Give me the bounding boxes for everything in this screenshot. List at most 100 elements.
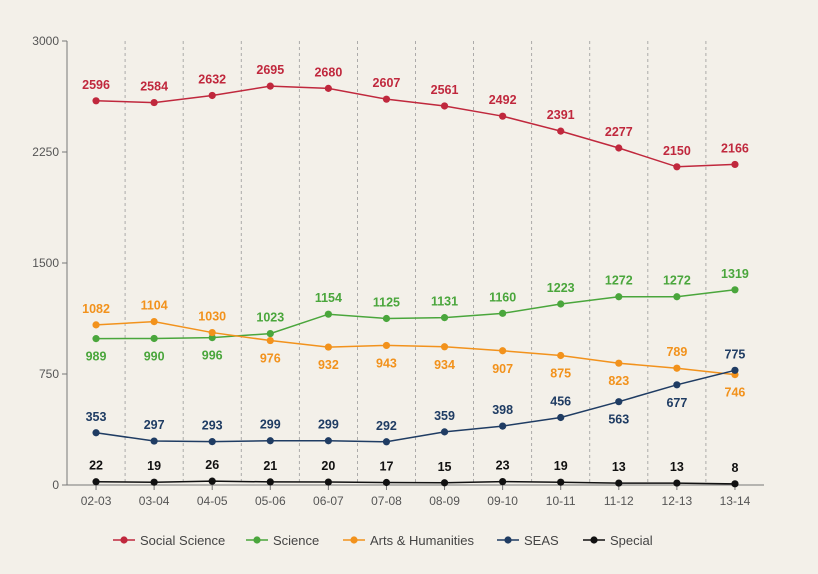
x-tick-label: 12-13 bbox=[662, 494, 693, 508]
data-point-science bbox=[731, 286, 739, 294]
data-point-special bbox=[150, 478, 158, 486]
data-point-special bbox=[266, 478, 274, 486]
x-tick-label: 10-11 bbox=[546, 494, 576, 508]
data-label-science: 1160 bbox=[489, 290, 516, 304]
legend-label-arts-humanities: Arts & Humanities bbox=[370, 533, 475, 548]
data-point-science bbox=[615, 293, 623, 301]
x-tick-label: 13-14 bbox=[720, 494, 751, 508]
x-tick-label: 09-10 bbox=[487, 494, 518, 508]
data-point-arts-humanities bbox=[266, 336, 274, 345]
x-tick-label: 05-06 bbox=[255, 494, 286, 508]
x-tick-label: 02-03 bbox=[81, 494, 112, 508]
data-label-social-science: 2695 bbox=[256, 63, 284, 77]
data-label-arts-humanities: 823 bbox=[608, 374, 629, 388]
data-point-social-science bbox=[382, 95, 391, 103]
data-label-arts-humanities: 976 bbox=[260, 352, 281, 366]
y-tick-label: 3000 bbox=[32, 34, 59, 48]
data-label-science: 989 bbox=[86, 350, 107, 364]
data-label-seas: 775 bbox=[725, 347, 746, 361]
data-label-social-science: 2632 bbox=[198, 72, 226, 86]
data-point-special bbox=[557, 478, 565, 486]
legend-label-special: Special bbox=[610, 533, 653, 548]
data-point-arts-humanities bbox=[615, 359, 623, 367]
data-label-arts-humanities: 875 bbox=[550, 367, 571, 381]
data-label-seas: 299 bbox=[260, 418, 281, 432]
data-point-arts-humanities bbox=[92, 321, 100, 329]
data-label-seas: 677 bbox=[666, 396, 687, 410]
data-point-special bbox=[440, 479, 449, 487]
x-tick-label: 07-08 bbox=[371, 494, 402, 508]
data-point-special bbox=[499, 477, 507, 486]
data-label-social-science: 2150 bbox=[663, 144, 691, 158]
data-point-social-science bbox=[208, 91, 216, 100]
series-line-arts-humanities bbox=[95, 320, 736, 376]
data-label-arts-humanities: 932 bbox=[318, 358, 339, 372]
data-point-special bbox=[382, 478, 391, 487]
data-point-arts-humanities bbox=[673, 364, 681, 372]
data-label-arts-humanities: 1104 bbox=[141, 299, 168, 313]
data-label-seas: 292 bbox=[376, 419, 397, 433]
data-point-seas bbox=[440, 428, 449, 436]
data-point-special bbox=[731, 480, 739, 488]
legend-marker-science bbox=[253, 536, 261, 544]
data-point-special bbox=[324, 478, 332, 486]
data-point-seas bbox=[673, 381, 681, 389]
legend-label-science: Science bbox=[273, 533, 319, 548]
legend-marker-seas bbox=[504, 536, 512, 544]
data-label-seas: 353 bbox=[86, 410, 107, 424]
data-point-special bbox=[92, 478, 100, 486]
data-label-arts-humanities: 943 bbox=[376, 356, 397, 370]
data-point-science bbox=[499, 309, 507, 317]
data-point-arts-humanities bbox=[499, 347, 507, 355]
data-label-arts-humanities: 746 bbox=[725, 386, 746, 400]
data-point-special bbox=[673, 479, 681, 487]
data-label-special: 19 bbox=[554, 459, 568, 473]
data-label-science: 1272 bbox=[605, 274, 633, 288]
data-label-science: 1223 bbox=[547, 281, 575, 295]
data-label-science: 1154 bbox=[315, 291, 342, 305]
data-point-science bbox=[150, 334, 158, 343]
x-tick-label: 03-04 bbox=[139, 494, 170, 508]
data-label-special: 19 bbox=[147, 459, 161, 473]
data-point-special bbox=[208, 477, 216, 485]
grid-layer bbox=[124, 41, 707, 485]
data-point-arts-humanities bbox=[324, 343, 332, 351]
data-label-arts-humanities: 1030 bbox=[198, 310, 226, 324]
data-point-social-science bbox=[615, 144, 623, 152]
data-label-seas: 359 bbox=[434, 409, 455, 423]
series-line-special bbox=[96, 480, 735, 485]
legend-label-seas: SEAS bbox=[524, 533, 559, 548]
data-label-special: 22 bbox=[89, 459, 103, 473]
y-tick-label: 1500 bbox=[32, 256, 59, 270]
data-label-social-science: 2584 bbox=[140, 80, 168, 94]
legend-marker-special bbox=[590, 536, 598, 544]
y-tick-label: 750 bbox=[39, 367, 59, 381]
data-point-social-science bbox=[499, 112, 507, 120]
data-label-social-science: 2680 bbox=[314, 65, 342, 79]
series-line-seas bbox=[95, 369, 736, 443]
data-point-social-science bbox=[324, 84, 332, 92]
data-label-science: 1125 bbox=[373, 296, 400, 310]
data-label-seas: 456 bbox=[550, 395, 571, 409]
data-point-seas bbox=[615, 398, 623, 406]
y-tick-label: 0 bbox=[52, 478, 59, 492]
data-label-social-science: 2492 bbox=[489, 93, 517, 107]
data-point-special bbox=[615, 479, 623, 487]
data-label-special: 13 bbox=[670, 460, 684, 474]
data-point-seas bbox=[208, 438, 216, 446]
data-label-social-science: 2277 bbox=[605, 125, 633, 139]
data-point-seas bbox=[731, 366, 739, 374]
data-label-arts-humanities: 789 bbox=[666, 345, 687, 359]
data-point-science bbox=[440, 314, 449, 322]
legend-label-social-science: Social Science bbox=[140, 533, 225, 548]
data-label-special: 8 bbox=[731, 461, 738, 475]
axis-layer: 0 750 1500 2250 3000 02-03 03-04 04-05 05-06 06-0… bbox=[32, 34, 764, 508]
data-label-special: 21 bbox=[263, 459, 277, 473]
data-point-arts-humanities bbox=[208, 328, 216, 337]
data-point-arts-humanities bbox=[150, 318, 158, 326]
data-point-arts-humanities bbox=[440, 343, 449, 351]
data-label-science: 996 bbox=[202, 349, 223, 363]
